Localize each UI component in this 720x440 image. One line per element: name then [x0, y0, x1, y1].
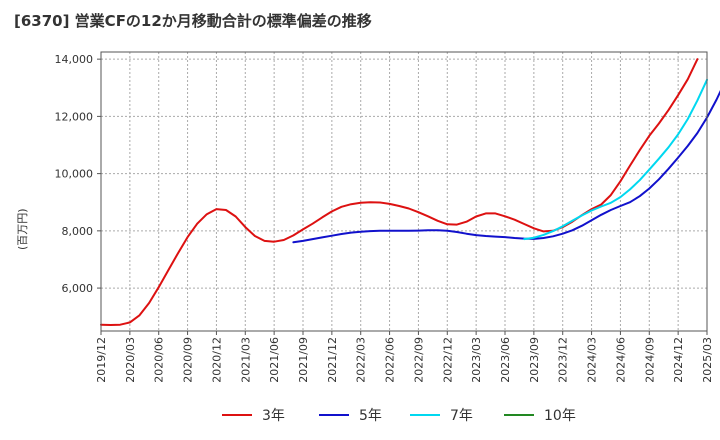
legend-label-5y: 5年 [359, 408, 382, 424]
axes [97, 51, 708, 335]
y-tick-label: 6,000 [62, 282, 94, 295]
chart-title: [6370] 営業CFの12か月移動合計の標準偏差の推移 [14, 12, 372, 30]
legend-item-10y: 10年 [504, 404, 576, 426]
x-tick-label: 2021/06 [268, 337, 281, 383]
x-tick-label: 2024/09 [643, 337, 656, 383]
legend-label-3y: 3年 [262, 408, 285, 424]
series-lines [100, 58, 720, 326]
x-tick-label: 2022/12 [441, 337, 454, 383]
x-tick-label: 2022/06 [384, 337, 397, 383]
x-tick-label: 2020/12 [210, 337, 223, 383]
x-tick-label: 2019/12 [95, 337, 108, 383]
x-tick-labels: 2019/12 2020/03 2020/06 2020/09 2020/12 2021/… [95, 337, 714, 383]
y-tick-label: 10,000 [55, 168, 94, 181]
x-tick-label: 2021/12 [326, 337, 339, 383]
y-tick-label: 14,000 [55, 53, 94, 66]
series-line-7年 [523, 78, 708, 241]
y-tick-label: 12,000 [55, 110, 94, 123]
x-tick-label: 2024/12 [672, 337, 685, 383]
legend-swatch-5y [319, 414, 349, 416]
series-line-5年 [292, 89, 720, 244]
x-tick-label: 2021/03 [239, 337, 252, 383]
x-tick-label: 2020/09 [182, 337, 195, 383]
y-tick-labels: 6,000 8,000 10,000 12,000 14,000 [55, 53, 94, 295]
legend-item-3y: 3年 [222, 404, 285, 426]
legend: 3年 5年 7年 10年 [0, 404, 720, 426]
x-tick-label: 2022/09 [412, 337, 425, 383]
x-tick-label: 2022/03 [355, 337, 368, 383]
legend-label-10y: 10年 [544, 408, 576, 424]
legend-item-5y: 5年 [319, 404, 382, 426]
x-tick-label: 2023/09 [528, 337, 541, 383]
x-tick-label: 2024/06 [614, 337, 627, 383]
x-tick-label: 2023/06 [499, 337, 512, 383]
legend-label-7y: 7年 [450, 408, 473, 424]
legend-item-7y: 7年 [410, 404, 473, 426]
grid-lines [100, 52, 708, 331]
x-tick-label: 2020/03 [124, 337, 137, 383]
series-line-3年 [100, 58, 699, 326]
plot-frame [100, 51, 708, 332]
x-tick-label: 2021/09 [297, 337, 310, 383]
legend-swatch-3y [222, 414, 252, 416]
legend-swatch-10y [504, 414, 534, 416]
x-tick-label: 2023/12 [557, 337, 570, 383]
legend-swatch-7y [410, 414, 440, 416]
x-tick-label: 2023/03 [470, 337, 483, 383]
x-tick-label: 2020/06 [153, 337, 166, 383]
y-tick-label: 8,000 [62, 225, 94, 238]
x-tick-label: 2024/03 [586, 337, 599, 383]
x-tick-label: 2025/03 [701, 337, 714, 383]
